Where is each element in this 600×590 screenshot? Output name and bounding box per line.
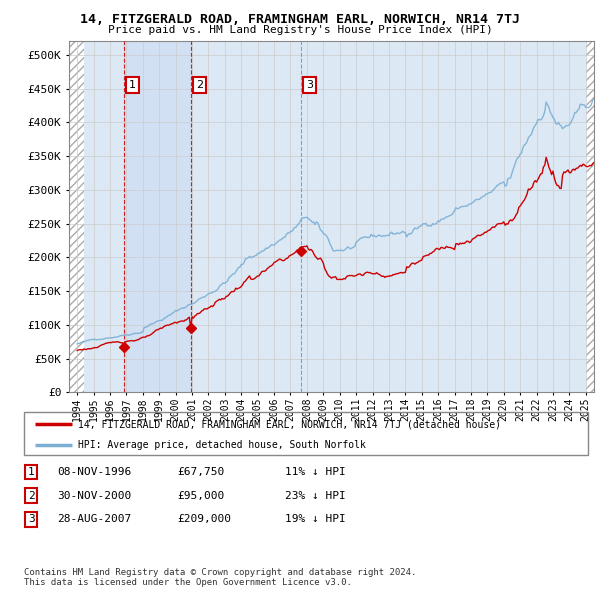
Text: 2: 2 — [196, 80, 203, 90]
Text: 1: 1 — [28, 467, 35, 477]
Text: 19% ↓ HPI: 19% ↓ HPI — [285, 514, 346, 524]
Text: 08-NOV-1996: 08-NOV-1996 — [57, 467, 131, 477]
Text: 3: 3 — [306, 80, 313, 90]
Text: 11% ↓ HPI: 11% ↓ HPI — [285, 467, 346, 477]
Text: 1: 1 — [129, 80, 136, 90]
Text: 23% ↓ HPI: 23% ↓ HPI — [285, 491, 346, 500]
Text: Price paid vs. HM Land Registry's House Price Index (HPI): Price paid vs. HM Land Registry's House … — [107, 25, 493, 35]
Text: £209,000: £209,000 — [177, 514, 231, 524]
Text: 30-NOV-2000: 30-NOV-2000 — [57, 491, 131, 500]
Text: 3: 3 — [28, 514, 35, 524]
Text: £67,750: £67,750 — [177, 467, 224, 477]
Text: 14, FITZGERALD ROAD, FRAMINGHAM EARL, NORWICH, NR14 7TJ: 14, FITZGERALD ROAD, FRAMINGHAM EARL, NO… — [80, 13, 520, 26]
Text: 2: 2 — [28, 491, 35, 500]
Text: 14, FITZGERALD ROAD, FRAMINGHAM EARL, NORWICH, NR14 7TJ (detached house): 14, FITZGERALD ROAD, FRAMINGHAM EARL, NO… — [77, 419, 500, 430]
Text: Contains HM Land Registry data © Crown copyright and database right 2024.
This d: Contains HM Land Registry data © Crown c… — [24, 568, 416, 587]
Text: 28-AUG-2007: 28-AUG-2007 — [57, 514, 131, 524]
Text: £95,000: £95,000 — [177, 491, 224, 500]
Bar — [124, 41, 191, 392]
Text: HPI: Average price, detached house, South Norfolk: HPI: Average price, detached house, Sout… — [77, 440, 365, 450]
